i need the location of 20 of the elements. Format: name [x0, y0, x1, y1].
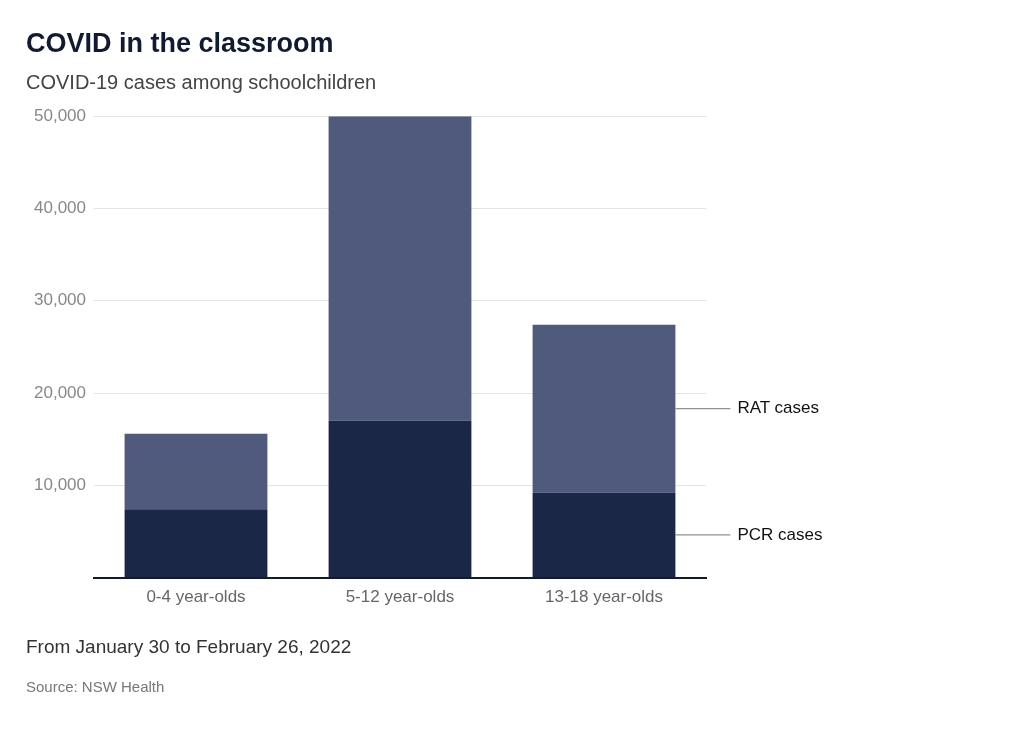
chart-title: COVID in the classroom [26, 28, 335, 59]
bar [532, 324, 676, 493]
y-tick-label: 10,000 [34, 475, 86, 495]
bar [124, 433, 268, 510]
text: RAT cases [737, 398, 819, 418]
x-tick-label: 5-12 year-olds [345, 587, 455, 607]
text: From January 30 to February 26, 2022 [26, 636, 353, 658]
y-tick-label: 40,000 [34, 198, 86, 218]
bar [532, 492, 676, 578]
x-tick-label: 13-18 year-olds [544, 587, 664, 607]
text: PCR cases [737, 524, 823, 544]
y-tick-label: 50,000 [34, 105, 86, 125]
source-note: Source: NSW Health [26, 678, 166, 695]
chart-subtitle: COVID-19 cases among schoolchildren [26, 71, 378, 94]
x-tick-label: 0-4 year-olds [146, 587, 246, 607]
y-tick-label: 20,000 [34, 382, 86, 402]
bar [328, 420, 472, 578]
bar [124, 509, 268, 578]
bar [328, 116, 472, 421]
y-tick-label: 30,000 [34, 290, 86, 310]
